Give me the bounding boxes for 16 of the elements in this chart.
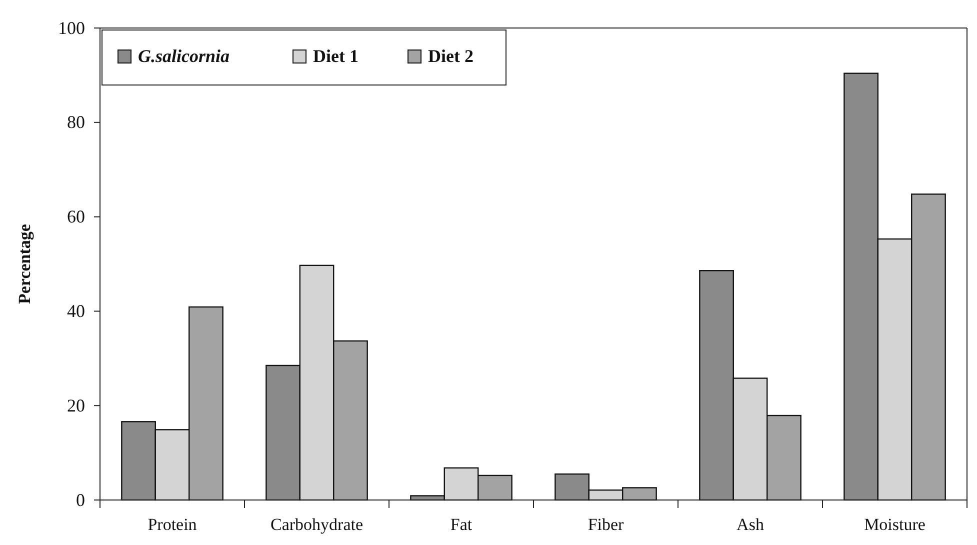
y-axis-title: Percentage bbox=[15, 224, 34, 304]
x-tick-label: Moisture bbox=[864, 515, 926, 534]
y-tick-label: 80 bbox=[67, 112, 85, 132]
y-tick-label: 0 bbox=[76, 490, 85, 510]
y-tick-label: 40 bbox=[67, 300, 85, 321]
x-tick-label: Fat bbox=[450, 515, 472, 534]
x-tick-label: Ash bbox=[736, 515, 764, 534]
x-tick-label: Carbohydrate bbox=[270, 515, 364, 534]
y-tick-label: 60 bbox=[67, 206, 85, 227]
legend-label: Diet 2 bbox=[428, 46, 474, 66]
x-tick-label: Fiber bbox=[588, 515, 624, 534]
y-tick-label: 100 bbox=[58, 18, 85, 38]
y-tick-label: 20 bbox=[67, 395, 85, 416]
x-tick-label: Protein bbox=[148, 515, 198, 534]
legend-label: G.salicornia bbox=[138, 46, 230, 66]
legend-label: Diet 1 bbox=[313, 46, 358, 66]
